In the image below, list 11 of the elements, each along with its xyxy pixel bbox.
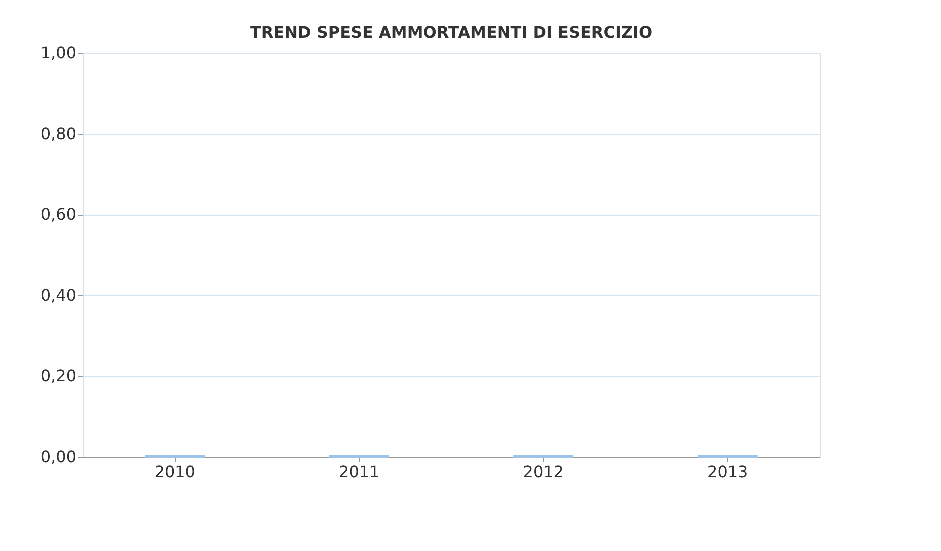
y-tick-label: 0,00 [40, 448, 76, 466]
x-tick-label: 2010 [154, 462, 196, 482]
x-tick-label: 2011 [339, 462, 380, 482]
y-tick-label: 1,00 [40, 44, 76, 62]
y-tick-label: 0,20 [40, 366, 76, 386]
x-tick-label: 2013 [708, 462, 748, 482]
chart-title: TREND SPESE AMMORTAMENTI DI ESERCIZIO [250, 23, 653, 42]
x-tick-label: 2012 [523, 462, 564, 482]
y-tick-label: 0,60 [40, 205, 76, 224]
y-tick-label: 0,40 [40, 286, 76, 305]
y-tick-label: 0,80 [40, 124, 76, 144]
